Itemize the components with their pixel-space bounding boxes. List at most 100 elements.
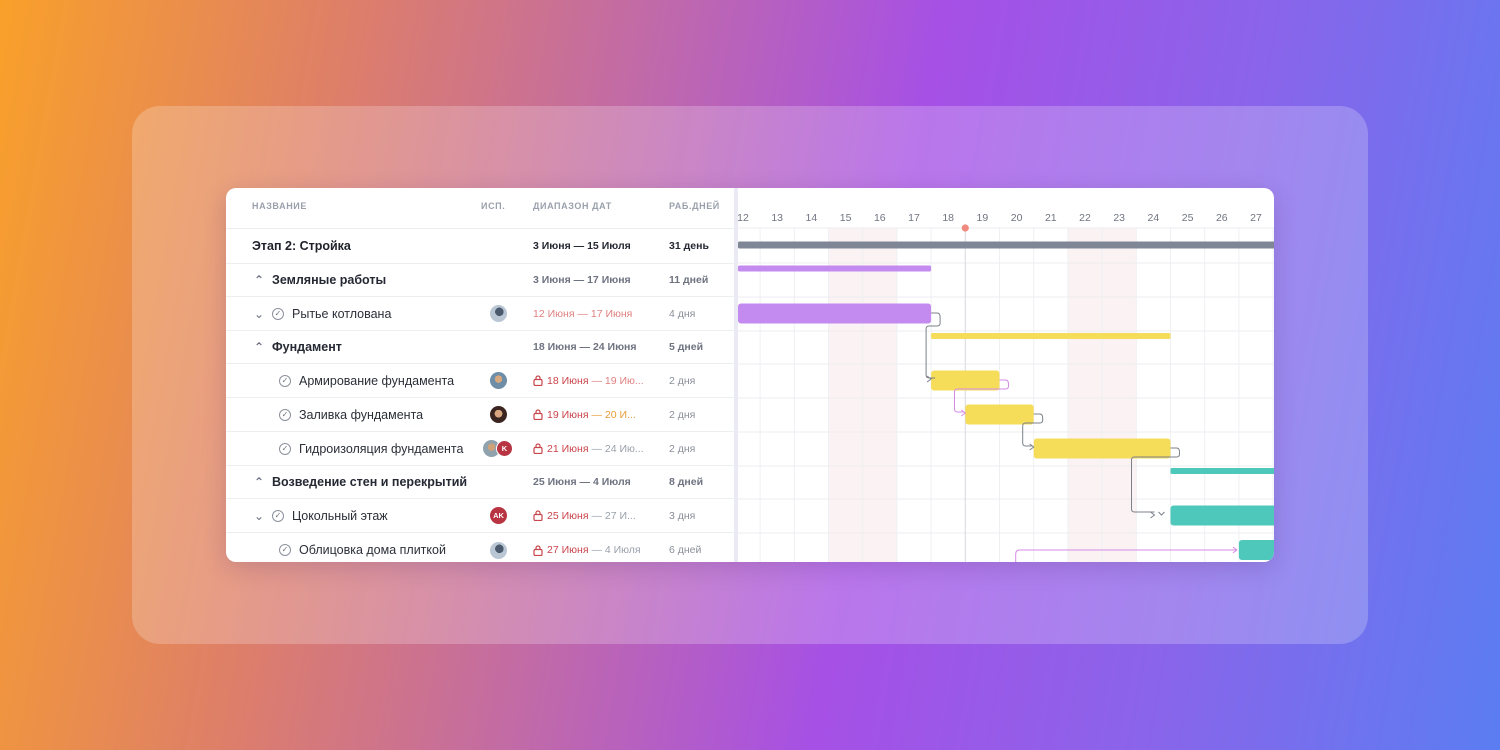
column-header-assignee[interactable]: ИСП. [481,201,506,211]
avatar[interactable] [490,305,507,322]
table-row-task[interactable]: ✓ Армирование фундамента 18 Июня — 19 Ию… [226,364,734,398]
task-name[interactable]: Гидроизоляция фундамента [299,441,464,456]
task-bar [1170,505,1274,526]
weekend-column [862,228,897,562]
table-row-task[interactable]: ✓ Гидроизоляция фундамента K 21 Июня — 2… [226,432,734,466]
date-end: 4 Июля [604,544,641,556]
date-range[interactable]: 19 Июня — 20 И... [533,398,636,431]
timeline-day-label: 26 [1215,212,1228,224]
date-separator: — [591,544,602,556]
date-range[interactable]: 21 Июня — 24 Ию... [533,432,644,465]
timeline-day-label: 27 [1250,212,1262,224]
timeline-day-label: 13 [771,212,784,224]
table-row-task[interactable]: ⌄ ✓ Рытье котлована 12 Июня — 17 Июня 4 … [226,297,734,331]
table-row-group[interactable]: ⌃ Возведение стен и перекрытий 25 Июня —… [226,466,734,499]
chevron-down-icon[interactable]: ⌄ [253,508,265,523]
workdays-count: 8 дней [669,476,704,488]
date-range[interactable]: 18 Июня — 24 Июня [533,331,637,363]
date-start: 21 Июня [547,442,589,455]
task-name[interactable]: Фундамент [272,340,342,354]
weekend-column [828,228,863,562]
table-row-task[interactable]: ⌄ ✓ Цокольный этаж AK 25 Июня — 27 И... … [226,499,734,533]
workdays-count: 4 дня [669,307,696,320]
check-circle-icon[interactable]: ✓ [272,307,284,320]
task-name[interactable]: Облицовка дома плиткой [299,543,446,557]
avatar-initials[interactable]: AK [490,507,507,524]
check-circle-icon[interactable]: ✓ [279,374,291,387]
workdays-count: 5 дней [669,341,704,353]
table-row-task[interactable]: ✓ Заливка фундамента 19 Июня — 20 И... 2… [226,398,734,432]
table-row-task[interactable]: ✓ Облицовка дома плиткой 27 Июня — 4 Июл… [226,533,734,562]
timeline-day-label: 19 [976,212,989,224]
task-name[interactable]: Этап 2: Стройка [252,239,351,253]
check-circle-icon[interactable]: ✓ [279,442,291,455]
timeline-day-label: 25 [1181,212,1194,224]
date-end: 15 Июля [587,240,631,252]
avatar[interactable] [483,440,500,457]
chevron-up-icon[interactable]: ⌃ [253,272,265,287]
workdays-count: 31 день [669,240,709,252]
chevron-down-icon[interactable]: ⌄ [253,306,265,321]
task-name[interactable]: Возведение стен и перекрытий [272,475,468,489]
lock-icon [533,443,543,454]
pane-resize-handle[interactable] [734,188,738,562]
date-range[interactable]: 27 Июня — 4 Июля [533,533,641,562]
date-start: 27 Июня [547,544,589,556]
avatar[interactable] [490,406,507,423]
date-separator: — [591,442,602,455]
arrow-head [1232,546,1238,554]
date-range[interactable]: 3 Июня — 17 Июня [533,263,631,296]
check-circle-icon[interactable]: ✓ [279,544,291,556]
date-start: 3 Июня [533,273,571,286]
date-end: 24 Июня [592,341,637,353]
date-separator: — [591,509,602,522]
table-row-group[interactable]: ⌃ Земляные работы 3 Июня — 17 Июня 11 дн… [226,263,734,297]
weekend-column [1067,228,1103,562]
group-name-cell: ⌃ Возведение стен и перекрытий [252,466,467,498]
date-range[interactable]: 12 Июня — 17 Июня [533,297,632,330]
avatar-initials[interactable]: K [496,439,513,457]
task-name-cell: ⌄ ✓ Цокольный этаж [252,499,388,532]
timeline-day-label: 15 [839,212,852,224]
date-range[interactable]: 25 Июня — 27 И... [533,499,636,532]
check-circle-icon[interactable]: ✓ [279,408,291,421]
task-name[interactable]: Земляные работы [272,272,387,287]
date-end: 19 Ию... [604,374,644,387]
chevron-up-icon[interactable]: ⌃ [253,340,265,354]
workdays-count: 3 дня [669,509,696,522]
workdays-count: 11 дней [669,273,709,286]
table-row-stage[interactable]: Этап 2: Стройка 3 Июня — 15 Июля 31 день [226,228,734,264]
avatar[interactable] [490,372,507,389]
table-row-group[interactable]: ⌃ Фундамент 18 Июня — 24 Июня 5 дней [226,331,734,364]
task-name[interactable]: Заливка фундамента [299,407,424,422]
task-table: НАЗВАНИЕ ИСП. ДИАПАЗОН ДАТ РАБ.ДНЕЙ Этап… [226,188,734,562]
column-header-name[interactable]: НАЗВАНИЕ [252,201,307,211]
timeline-day-label: 12 [737,212,749,224]
chevron-up-icon[interactable]: ⌃ [253,475,265,489]
task-name[interactable]: Армирование фундамента [299,373,455,388]
column-header-workdays[interactable]: РАБ.ДНЕЙ [669,201,720,211]
task-name[interactable]: Цокольный этаж [292,508,388,523]
arrow-head [1029,443,1035,451]
check-circle-icon[interactable]: ✓ [272,509,284,522]
task-name-cell: ✓ Гидроизоляция фундамента [279,432,463,465]
today-marker [961,224,969,232]
task-name[interactable]: Рытье котлована [292,306,392,321]
summary-bar [738,265,932,272]
group-name-cell: ⌃ Земляные работы [252,263,386,296]
avatar[interactable] [490,541,507,559]
date-range[interactable]: 18 Июня — 19 Ию... [533,364,644,397]
date-range[interactable]: 25 Июня — 4 Июля [533,466,631,498]
date-start: 18 Июня [547,374,589,387]
date-start: 3 Июня [533,240,571,252]
date-separator: — [591,408,602,421]
chevron-down-icon [1158,511,1165,516]
workdays-count: 6 дней [669,544,702,556]
date-range[interactable]: 3 Июня — 15 Июля [533,229,631,263]
date-end: 24 Ию... [604,442,644,455]
task-bar [1033,438,1171,459]
timeline-day-label: 16 [873,212,886,224]
column-header-date-range[interactable]: ДИАПАЗОН ДАТ [533,201,612,211]
date-start: 12 Июня [533,307,575,320]
summary-bar [931,333,1171,339]
